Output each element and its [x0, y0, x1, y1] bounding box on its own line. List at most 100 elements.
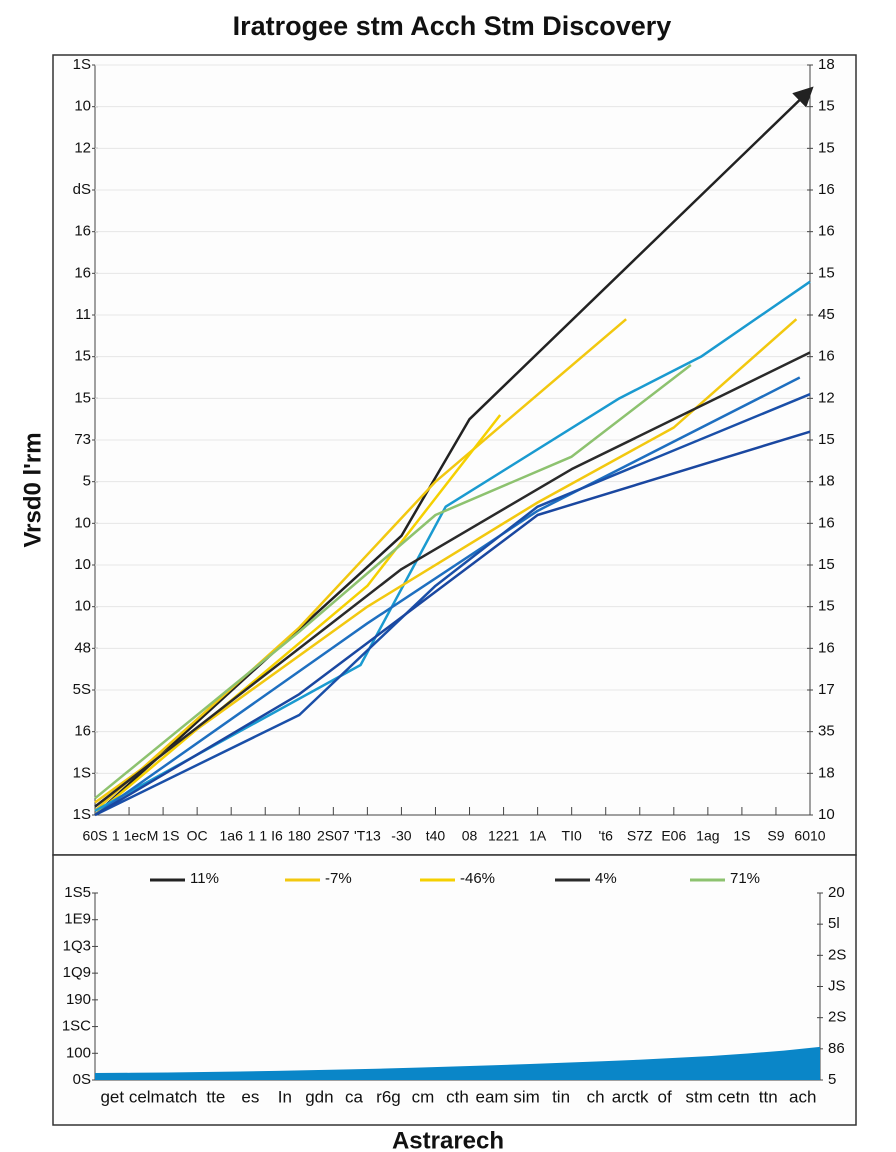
y2-tick-label: 10 [818, 806, 835, 823]
x-tick-label: 1 1 I6 [248, 828, 283, 844]
x-tick-label: In [278, 1087, 292, 1106]
x-tick-label: S9 [767, 828, 784, 844]
x-tick-label: 1221 [488, 828, 519, 844]
y-tick-label: 10 [74, 514, 91, 531]
y2-tick-label: 15 [818, 431, 835, 448]
y-tick-label: 10 [74, 556, 91, 573]
series-line [94, 393, 811, 817]
x-tick-label: ttn [759, 1087, 778, 1106]
y-tick-label: 10 [74, 598, 91, 615]
x-tick-label: ch [587, 1087, 605, 1106]
y2-tick-label: 86 [828, 1040, 845, 1057]
y2-tick-label: 2S [828, 946, 846, 963]
y2-tick-label: 16 [818, 223, 835, 240]
y-tick-label: 48 [74, 639, 91, 656]
x-tick-label: cth [446, 1087, 469, 1106]
x-tick-label: tte [206, 1087, 225, 1106]
legend-label: -46% [460, 870, 495, 887]
series-line [94, 280, 811, 812]
y2-tick-label: 5l [828, 915, 840, 932]
series-line [94, 376, 801, 817]
y2-tick-label: 16 [818, 181, 835, 198]
y-tick-label: 12 [74, 139, 91, 156]
x-tick-label: 08 [462, 828, 478, 844]
bottom-panel [52, 854, 857, 1126]
y2-tick-label: 12 [818, 389, 835, 406]
x-tick-label: atch [165, 1087, 197, 1106]
chart-title: Iratrogee stm Acch Stm Discovery [233, 11, 672, 41]
y-tick-label: 1S5 [64, 884, 91, 901]
series-line [94, 351, 811, 808]
y2-tick-label: 15 [818, 556, 835, 573]
y-tick-label: 1Q3 [63, 937, 91, 954]
x-tick-label: t40 [426, 828, 446, 844]
series-line [94, 318, 798, 804]
series-line [94, 430, 811, 817]
y-tick-label: dS [73, 181, 91, 198]
x-tick-label: 1ag [696, 828, 719, 844]
y2-tick-label: 15 [818, 98, 835, 115]
x-tick-label: TI0 [562, 828, 582, 844]
y-tick-label: 1S [73, 56, 91, 73]
y-tick-label: 0S [73, 1071, 91, 1088]
x-tick-label: es [241, 1087, 259, 1106]
y2-tick-label: 17 [818, 681, 835, 698]
y-tick-label: 11 [75, 306, 91, 323]
x-tick-label: celm [129, 1087, 165, 1106]
x-tick-label: 't6 [599, 828, 614, 844]
y2-tick-label: 35 [818, 723, 835, 740]
x-tick-label: S7Z [627, 828, 653, 844]
x-tick-label: eam [475, 1087, 508, 1106]
x-tick-label: arctk [612, 1087, 649, 1106]
y2-tick-label: 20 [828, 884, 845, 901]
y-tick-label: 16 [74, 223, 91, 240]
series-line [94, 318, 627, 812]
y2-tick-label: 16 [818, 639, 835, 656]
y2-tick-label: 45 [818, 306, 835, 323]
x-tick-label: ach [789, 1087, 816, 1106]
x-axis-label: Astrarech [392, 1127, 504, 1152]
y-tick-label: 1E9 [64, 911, 91, 928]
x-tick-label: cetn [718, 1087, 750, 1106]
y-tick-label: 1SC [62, 1018, 91, 1035]
x-tick-label: gdn [305, 1087, 333, 1106]
y2-tick-label: 16 [818, 348, 835, 365]
x-tick-label: 6010 [794, 828, 825, 844]
x-tick-label: cm [412, 1087, 435, 1106]
y-tick-label: 15 [74, 389, 91, 406]
legend-label: 11% [190, 870, 219, 887]
legend-label: 71% [730, 870, 760, 887]
y2-tick-label: 15 [818, 139, 835, 156]
x-tick-label: E06 [661, 828, 686, 844]
y2-tick-label: 15 [818, 264, 835, 281]
y2-tick-label: 16 [818, 514, 835, 531]
x-tick-label: 1a6 [220, 828, 244, 844]
x-tick-label: M 1S [147, 828, 180, 844]
y-tick-label: 100 [66, 1044, 91, 1061]
x-tick-label: r6g [376, 1087, 401, 1106]
y2-tick-label: 15 [818, 598, 835, 615]
legend-label: -7% [325, 870, 352, 887]
y-tick-label: 15 [74, 348, 91, 365]
y2-tick-label: 18 [818, 473, 835, 490]
y2-tick-label: 18 [818, 764, 835, 781]
x-tick-label: 60S [83, 828, 108, 844]
x-tick-label: 1A [529, 828, 547, 844]
x-tick-label: 2S07 [317, 828, 350, 844]
y-tick-label: 5 [83, 473, 91, 490]
y-tick-label: 1S [73, 806, 91, 823]
y2-tick-label: 2S [828, 1009, 846, 1026]
x-tick-label: 'T13 [354, 828, 381, 844]
y-tick-label: 16 [74, 723, 91, 740]
x-tick-label: sim [513, 1087, 539, 1106]
y2-tick-label: 5 [828, 1071, 836, 1088]
x-tick-label: stm [685, 1087, 712, 1106]
series-line [94, 364, 692, 800]
x-tick-label: 180 [288, 828, 312, 844]
legend-label: 4% [595, 870, 617, 887]
y-tick-label: 5S [73, 681, 91, 698]
x-tick-label: 1S [733, 828, 750, 844]
y-tick-label: 190 [66, 991, 91, 1008]
y-tick-label: 1S [73, 764, 91, 781]
